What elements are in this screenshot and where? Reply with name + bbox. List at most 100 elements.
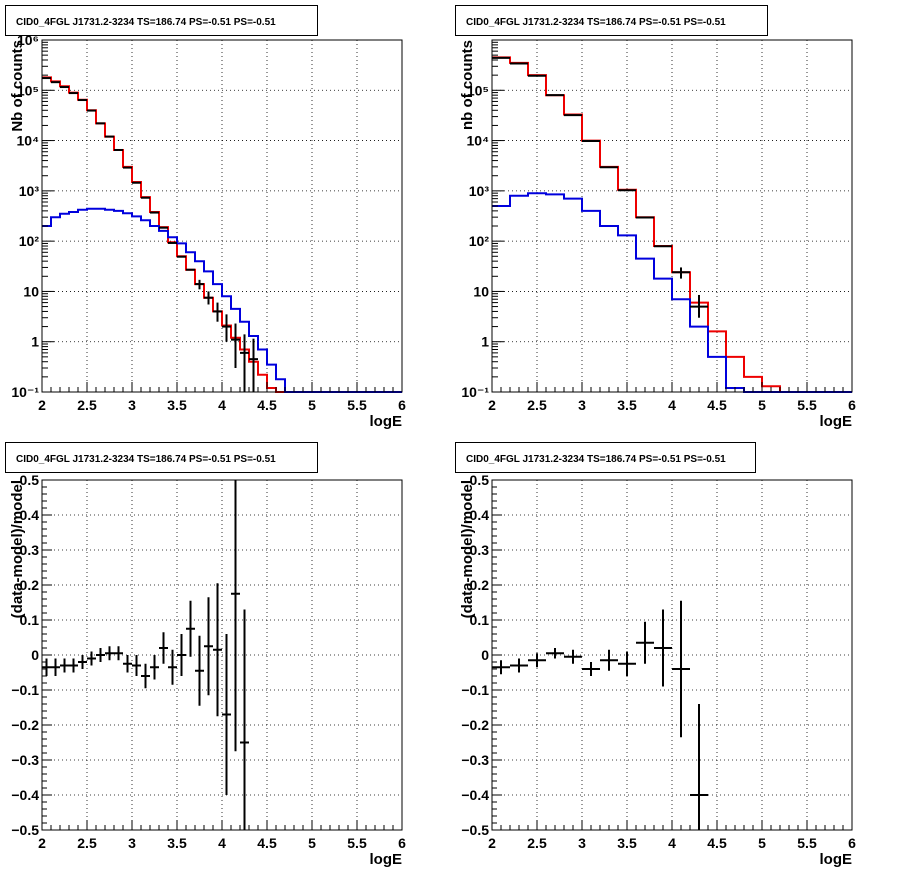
residual-point (114, 646, 123, 661)
x-tick-label: 3.5 (167, 835, 187, 851)
residual-point (546, 648, 564, 659)
x-tick-label: 4.5 (707, 835, 727, 851)
y-tick-label: 1 (481, 334, 489, 350)
title-box-frame (455, 442, 756, 473)
x-tick-label: 4 (218, 397, 226, 413)
y-tick-label: 10³ (469, 183, 490, 199)
x-tick-label: 6 (848, 835, 856, 851)
residual-point (510, 658, 528, 673)
x-tick-label: 3 (128, 397, 136, 413)
data-point (231, 323, 240, 369)
title-box-frame (5, 5, 318, 36)
y-tick-label: 10² (19, 233, 40, 249)
x-tick-label: 5 (758, 397, 766, 413)
residual-point (87, 651, 96, 666)
residual-point (564, 649, 582, 664)
residual-point (654, 609, 672, 687)
data-point (204, 291, 213, 305)
y-tick-label: 0.1 (20, 612, 40, 628)
data-point (249, 338, 258, 392)
residual-point (672, 600, 690, 738)
data-point (195, 279, 204, 290)
y-tick-label: 10² (469, 233, 490, 249)
series-blue-step (492, 192, 852, 393)
y-tick-label: −0.1 (11, 682, 39, 698)
y-tick-label: 0.5 (20, 472, 40, 488)
x-tick-label: 2.5 (527, 835, 547, 851)
x-tick-label: 4.5 (707, 397, 727, 413)
residual-point (582, 662, 600, 676)
y-axis-title: Nb of counts (9, 40, 26, 132)
x-tick-label: 4.5 (257, 397, 277, 413)
data-point (672, 267, 690, 279)
grid (42, 40, 402, 392)
y-tick-label: 10⁵ (467, 82, 489, 98)
x-tick-label: 2.5 (527, 397, 547, 413)
title-box: CID0_4FGL J1731.2-3234 TS=186.74 PS=-0.5… (455, 5, 768, 36)
y-tick-label: 10 (473, 283, 489, 299)
x-tick-label: 3.5 (617, 835, 637, 851)
chart-title: CID0_4FGL J1731.2-3234 TS=186.74 PS=-0.5… (16, 17, 276, 28)
title-box: CID0_4FGL J1731.2-3234 TS=186.74 PS=-0.5… (5, 442, 318, 473)
y-tick-label: −0.4 (461, 787, 489, 803)
y-tick-label: 0.3 (470, 542, 490, 558)
chart-title: CID0_4FGL J1731.2-3234 TS=186.74 PS=-0.5… (466, 17, 726, 28)
y-tick-label: 10³ (19, 183, 40, 199)
residual-point (60, 658, 69, 673)
x-tick-label: 4.5 (257, 835, 277, 851)
residual-point (150, 655, 159, 680)
x-tick-label: 3.5 (167, 397, 187, 413)
residual-point (177, 634, 186, 676)
residual-point (168, 649, 177, 685)
y-tick-label: 10 (23, 283, 39, 299)
x-tick-label: 2 (488, 397, 496, 413)
residual-point (600, 649, 618, 671)
y-tick-label: −0.5 (11, 822, 39, 838)
x-tick-label: 4 (668, 835, 676, 851)
x-tick-label: 6 (848, 397, 856, 413)
residual-point (213, 583, 222, 717)
x-tick-label: 2.5 (77, 397, 97, 413)
residual-point (195, 635, 204, 706)
grid (492, 480, 852, 830)
y-tick-label: 0.5 (470, 472, 490, 488)
residual-point (186, 600, 195, 657)
y-axis-title: (data-model)/model (459, 480, 476, 618)
data-point (690, 294, 708, 318)
y-axis-title: (data-model)/model (9, 480, 26, 618)
y-tick-label: 10⁻¹ (461, 384, 489, 400)
x-tick-label: 2.5 (77, 835, 97, 851)
chart-panel-1: 2 2.5 3 3.5 4 4.5 5 5.5 610⁻¹11010²10³10⁴10⁵10⁶l… (5, 5, 406, 430)
residual-point (105, 646, 114, 661)
y-tick-label: 0.1 (470, 612, 490, 628)
title-box-frame (5, 442, 318, 473)
data-point (222, 314, 231, 342)
axes (491, 479, 853, 831)
chart-panel-3: 2 2.5 3 3.5 4 4.5 5 5.5 6 −0.5 −0.4 −0.3 −0.2 −0.1 0 0.… (5, 442, 406, 868)
x-tick-label: 2 (38, 835, 46, 851)
y-tick-label: −0.3 (11, 752, 39, 768)
residual-point (492, 660, 510, 675)
x-tick-label: 2 (38, 397, 46, 413)
x-tick-label: 5.5 (797, 397, 817, 413)
data-point (240, 334, 249, 392)
x-tick-label: 3 (128, 835, 136, 851)
residual-point (690, 704, 708, 830)
x-tick-label: 5.5 (347, 397, 367, 413)
title-box: CID0_4FGL J1731.2-3234 TS=186.74 PS=-0.5… (455, 442, 756, 473)
x-axis-title: logE (370, 413, 403, 430)
x-tick-label: 5.5 (797, 835, 817, 851)
y-tick-label: 10⁴ (467, 133, 490, 149)
residual-point (42, 658, 51, 676)
y-tick-label: 10⁵ (17, 82, 39, 98)
x-tick-label: 2 (488, 835, 496, 851)
x-tick-label: 6 (398, 397, 406, 413)
x-tick-label: 3 (578, 835, 586, 851)
y-tick-label: −0.3 (461, 752, 489, 768)
y-tick-label: −0.1 (461, 682, 489, 698)
y-tick-label: 0.2 (20, 577, 40, 593)
x-axis-title: logE (820, 851, 853, 868)
x-tick-label: 5 (308, 835, 316, 851)
data-point (213, 302, 222, 322)
